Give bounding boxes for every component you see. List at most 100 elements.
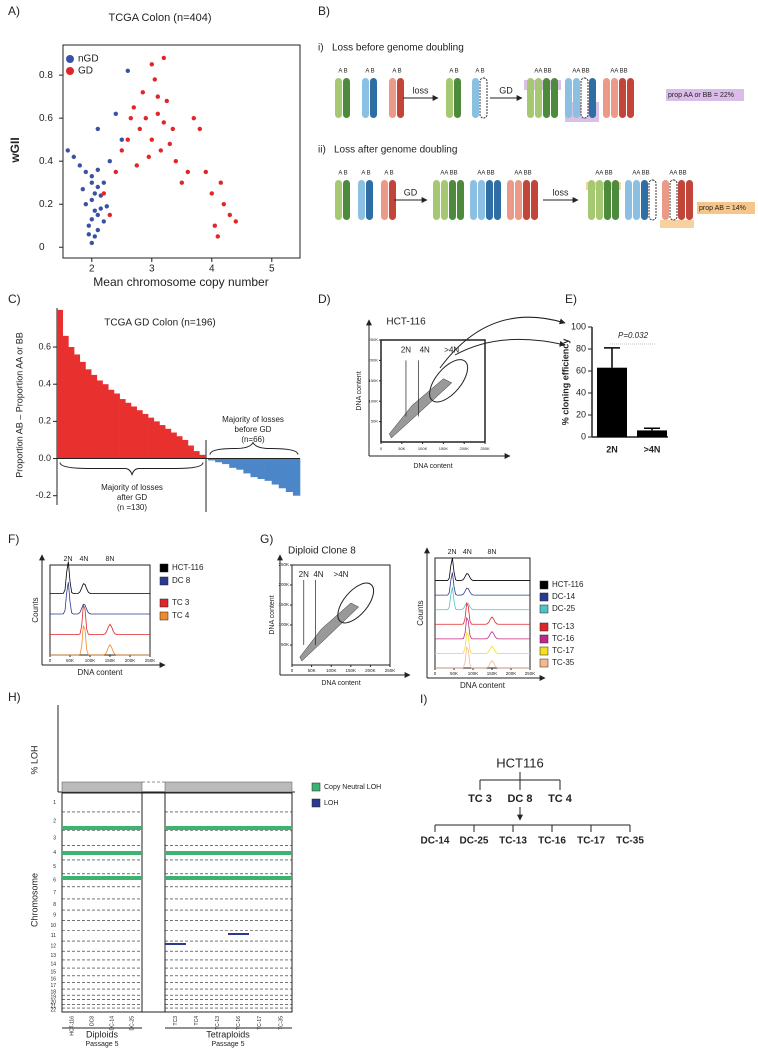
- plot-frame: [434, 557, 531, 669]
- y-axis-label: Counts: [416, 600, 425, 625]
- x-tick-label: 200K: [506, 671, 517, 676]
- cn-loh: [62, 851, 142, 855]
- chromosome: [686, 180, 693, 220]
- point: [191, 115, 196, 121]
- y-tick-label: 0.8: [39, 70, 53, 81]
- point: [77, 163, 83, 168]
- tree-node: DC-25: [460, 836, 489, 847]
- sample-label: DC8: [89, 1016, 95, 1026]
- bar: [108, 389, 115, 459]
- y-tick-label: 50K: [371, 419, 378, 424]
- point: [86, 232, 92, 237]
- bar: [165, 428, 172, 459]
- point: [101, 219, 107, 224]
- x-tick-label: 0: [380, 446, 383, 451]
- loh: [228, 933, 249, 935]
- point: [95, 126, 101, 132]
- sample-label: TC-35: [278, 1016, 284, 1030]
- point: [125, 68, 130, 74]
- point: [167, 141, 172, 147]
- cn-loh: [165, 851, 292, 855]
- allele-label: AA BB: [669, 171, 686, 177]
- chromosome: [366, 180, 373, 220]
- histogram-trace: [50, 582, 150, 615]
- legend-label: DC-14: [552, 592, 576, 601]
- x-tick-label: 100K: [85, 658, 96, 663]
- y-tick-label: 100: [571, 321, 586, 331]
- legend-label: TC-13: [552, 622, 575, 631]
- bar: [79, 361, 86, 459]
- y-tick-label: 0.4: [39, 156, 53, 167]
- bar: [250, 458, 258, 478]
- point: [95, 184, 101, 190]
- tree-node: DC 8: [507, 793, 532, 805]
- point: [89, 217, 95, 222]
- tree-node: TC 3: [468, 793, 492, 805]
- x-tick-label: 0: [291, 668, 294, 673]
- bar: [236, 458, 244, 470]
- chart-title: TCGA GD Colon (n=196): [104, 318, 215, 329]
- point: [203, 169, 208, 175]
- x-tick-label: 100K: [326, 668, 337, 673]
- y-tick-label: 100K: [369, 398, 379, 403]
- bar: [159, 425, 166, 459]
- chromosome: [470, 180, 477, 220]
- tree-node: TC-35: [616, 836, 644, 847]
- legend-label: Copy Neutral LOH: [324, 784, 381, 791]
- histogram-trace: [435, 572, 530, 596]
- bar: [229, 458, 237, 468]
- chromosome-label: 20: [50, 999, 56, 1005]
- x-tick-label: 100K: [418, 446, 428, 451]
- sample-label: TC-13: [215, 1016, 221, 1030]
- tree-node: TC 4: [548, 793, 573, 805]
- chromosome: [627, 78, 634, 118]
- step-label: GD: [499, 85, 513, 95]
- legend-label: nGD: [78, 54, 99, 65]
- chromosome-label: 5: [53, 864, 56, 870]
- point: [71, 154, 77, 160]
- x-tick-label: 100K: [468, 671, 479, 676]
- bar: [57, 309, 63, 459]
- chromosome: [370, 78, 377, 118]
- cn-loh: [165, 826, 292, 830]
- point: [173, 158, 178, 164]
- x-tick-label: 50K: [66, 658, 74, 663]
- chromosome: [580, 77, 589, 119]
- point: [86, 223, 92, 228]
- chromosome-label: 18: [50, 989, 56, 995]
- x-tick-label: 50K: [450, 671, 458, 676]
- peak-label: 4N: [80, 556, 89, 563]
- bar: [170, 432, 177, 459]
- y-tick-label: 20: [576, 409, 586, 419]
- legend-swatch: [539, 592, 549, 602]
- highlight: [660, 220, 694, 228]
- sample-label: HCT-116: [69, 1016, 75, 1036]
- chromosome-label: 19: [50, 995, 56, 1001]
- gate: [337, 582, 375, 624]
- chromosome-label: 17: [50, 983, 56, 989]
- point: [89, 240, 95, 246]
- y-tick-label: 0: [39, 242, 45, 253]
- point: [197, 126, 202, 132]
- legend-label: TC 4: [172, 611, 190, 620]
- point: [65, 148, 71, 153]
- allele-label: AA BB: [572, 69, 589, 75]
- allele-label: AA BB: [514, 171, 531, 177]
- chromosome-label: 13: [50, 953, 56, 959]
- chromosome: [543, 78, 550, 118]
- x-tick-label: 2N: [606, 444, 618, 454]
- point: [83, 169, 89, 175]
- chromosome: [362, 78, 369, 118]
- point: [113, 169, 119, 175]
- annotation: (n=66): [241, 435, 265, 444]
- chromosome: [457, 180, 464, 220]
- x-axis-label: DNA content: [460, 681, 506, 690]
- peak-label: 4N: [463, 549, 472, 556]
- point: [89, 197, 95, 203]
- tree-node: TC-17: [577, 836, 605, 847]
- allele-label: AA BB: [610, 69, 627, 75]
- chromosome-label: 6: [53, 878, 56, 884]
- histogram-trace: [435, 602, 530, 625]
- point: [107, 158, 113, 164]
